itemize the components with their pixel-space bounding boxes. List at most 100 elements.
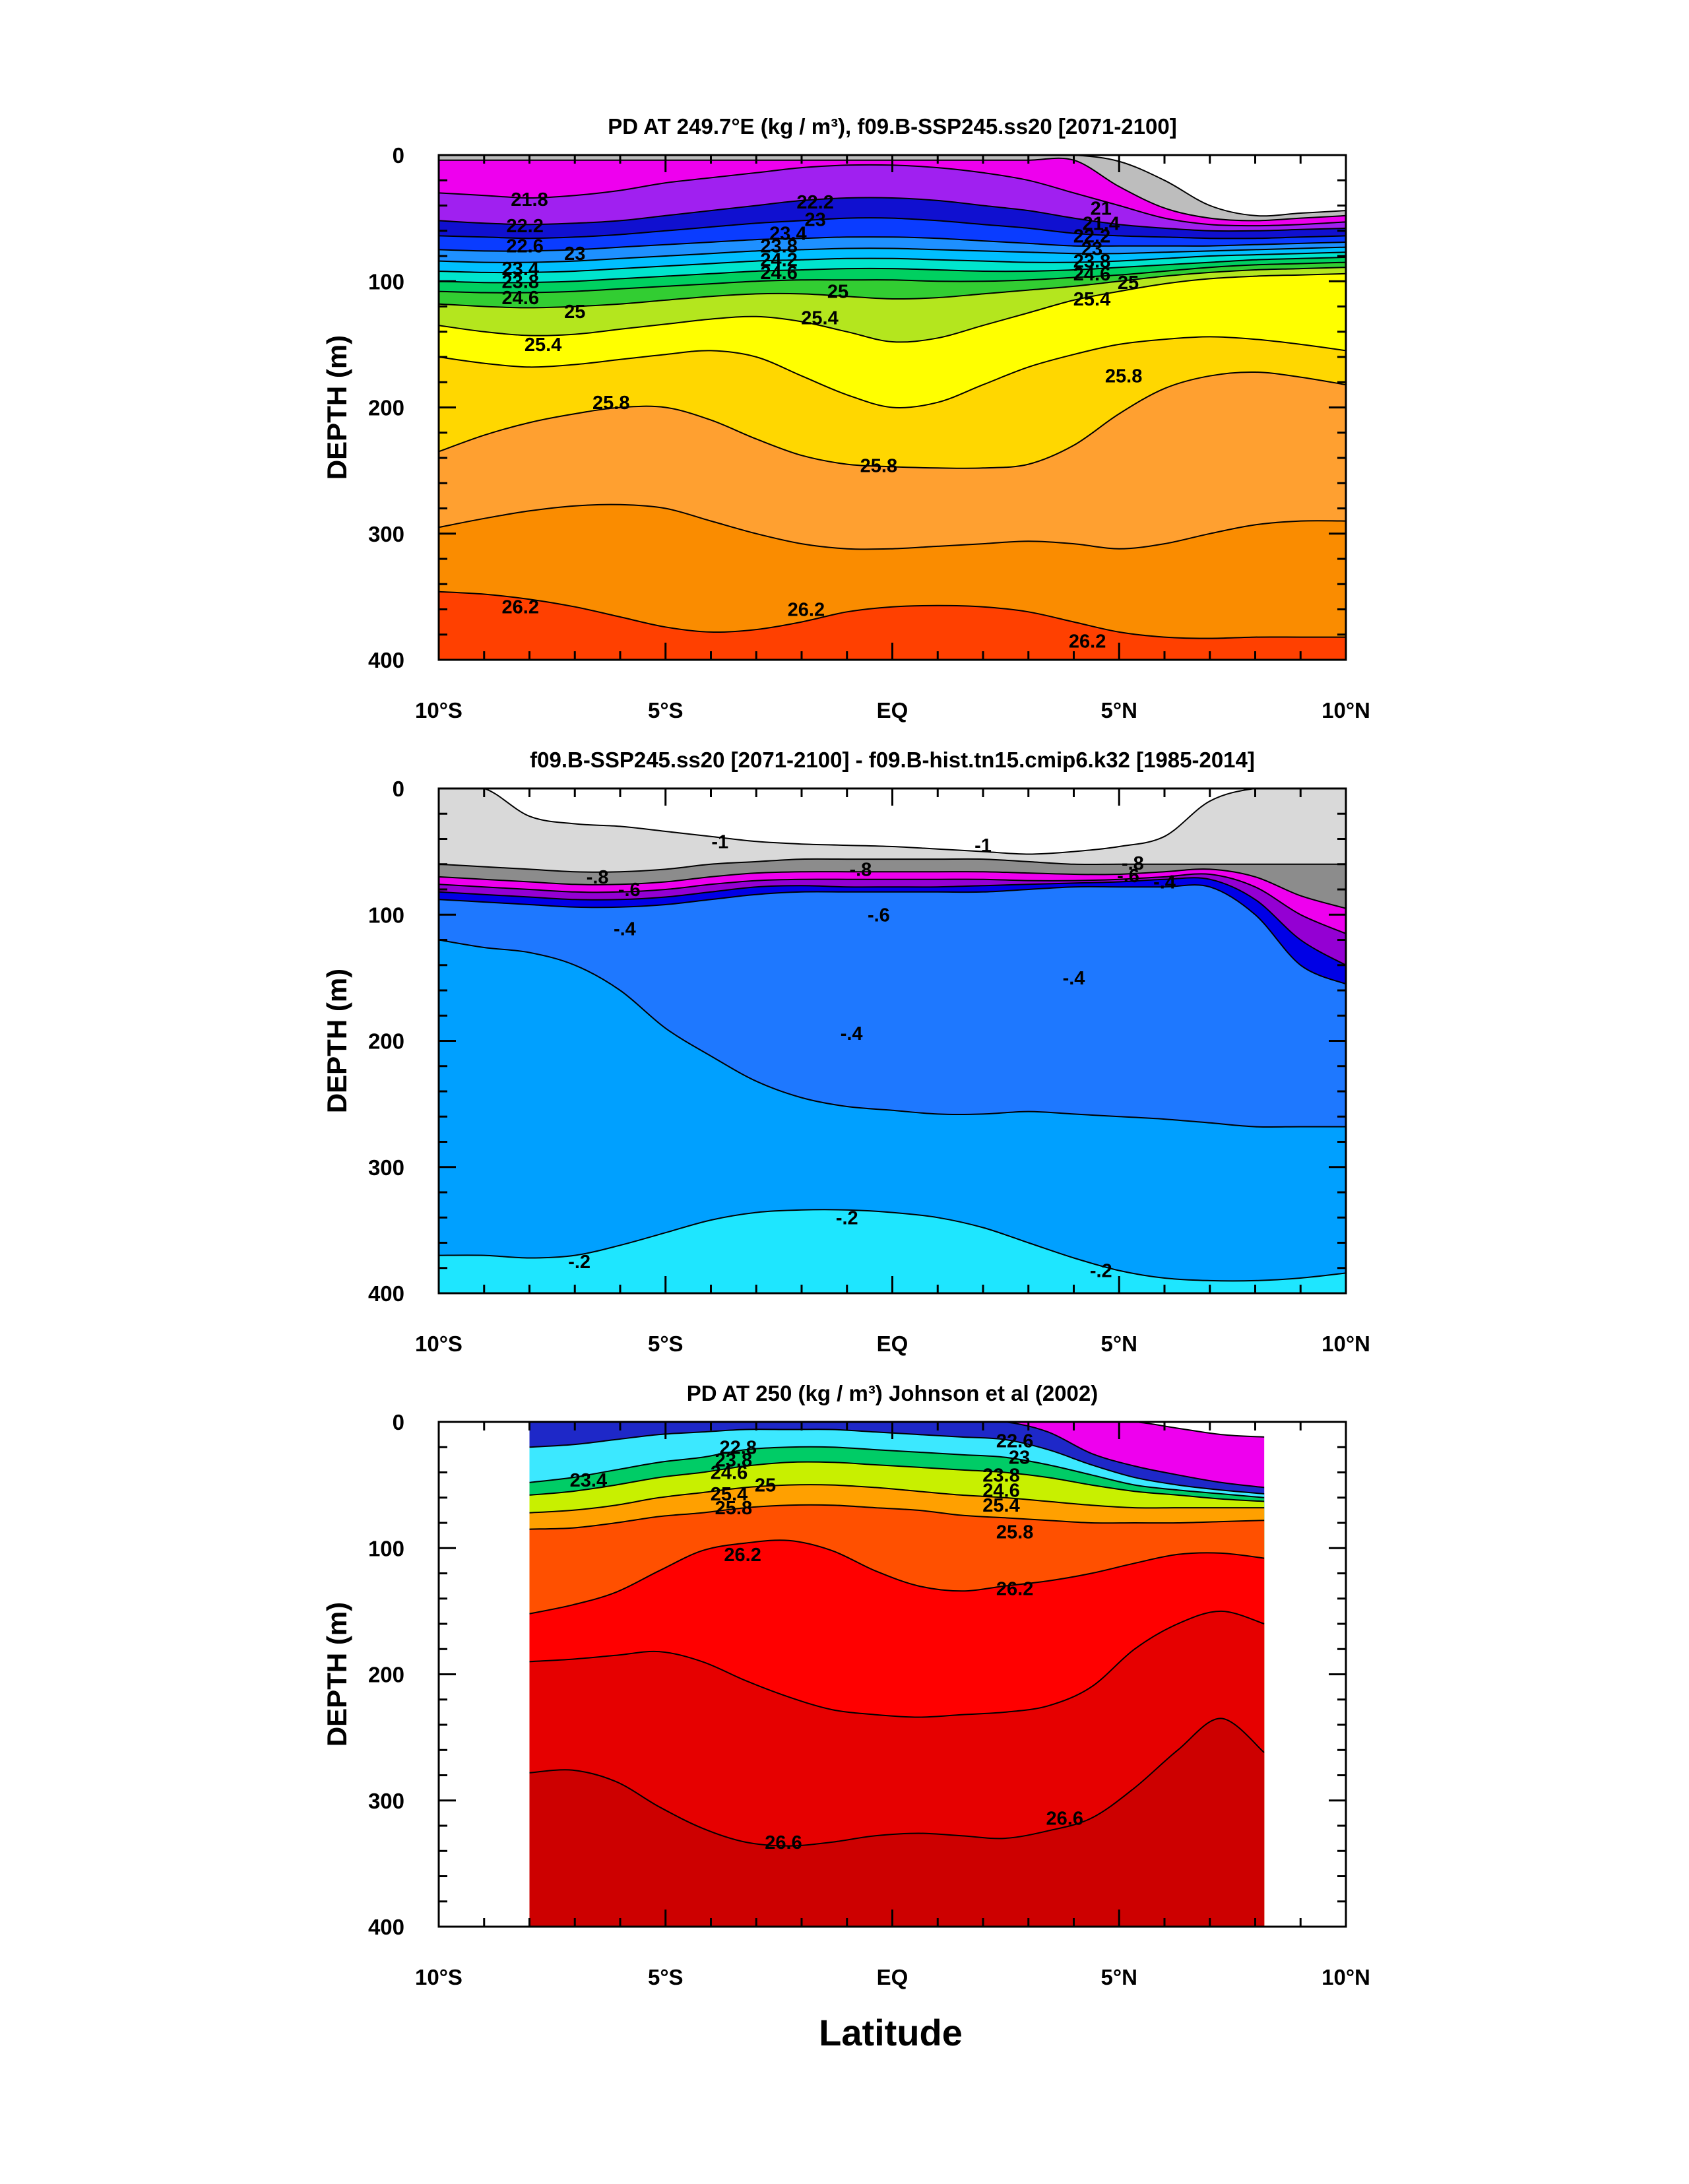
contour-band-14 — [439, 504, 1346, 660]
contour-label: -.4 — [614, 918, 636, 940]
contour-band-9 — [529, 1718, 1265, 1927]
contour-line-10 — [439, 267, 1346, 309]
contour-line-5 — [439, 236, 1346, 252]
contour-label: 22.6 — [996, 1431, 1033, 1452]
x-tick-label: 5°S — [648, 1332, 684, 1356]
contour-line-9 — [529, 1718, 1265, 1847]
contour-field — [439, 788, 1346, 1293]
contour-labels: 21.822.222.6 2323.423.824.62525.425.825.8… — [502, 189, 1143, 652]
contour-label: 21.8 — [511, 189, 548, 210]
contour-label: -.6 — [618, 880, 641, 901]
y-tick-label: 0 — [393, 777, 404, 801]
contour-label: -.4 — [1153, 872, 1176, 893]
contour-label: 23.4 — [502, 259, 539, 280]
contour-line-4 — [439, 217, 1346, 240]
contour-label: 26.2 — [724, 1545, 761, 1566]
y-ticks: 0 100 200 300 400 — [368, 1410, 1346, 1939]
contour-line-12 — [439, 336, 1346, 408]
contour-line-3 — [439, 868, 1346, 909]
y-tick-label: 100 — [368, 269, 404, 294]
contour-band-8 — [439, 1209, 1346, 1293]
y-tick-label: 0 — [393, 1410, 404, 1434]
contour-line-6 — [439, 884, 1346, 985]
contour-line-13 — [439, 371, 1346, 469]
contour-label: 25 — [564, 302, 585, 323]
contour-label: 25.4 — [1073, 289, 1110, 310]
x-ticks: 10°S 5°S EQ 5°N 10°N — [415, 1422, 1370, 1989]
y-tick-label: 400 — [368, 1281, 404, 1306]
y-tick-label: 200 — [368, 396, 404, 420]
contour-label: 26.2 — [996, 1578, 1033, 1599]
x-tick-label: EQ — [877, 698, 908, 723]
contour-line-8 — [529, 1610, 1265, 1718]
panel-title: f09.B-SSP245.ss20 [2071-2100] - f09.B-hi… — [530, 748, 1255, 772]
x-tick-label: 10°N — [1322, 1332, 1370, 1356]
contour-label: 23.8 — [982, 1465, 1019, 1486]
contour-line-9 — [439, 261, 1346, 294]
contour-label: 25.4 — [525, 335, 561, 356]
x-tick-label: 10°S — [415, 1965, 462, 1989]
contour-label: -.2 — [1090, 1261, 1112, 1282]
panel-middle: -1 -1-.8 -.8 -.8-.6-.6-.6 -.4-.4-.4-.4-.2-.2… — [321, 748, 1370, 1356]
contour-line-6 — [439, 246, 1346, 263]
contour-line-6 — [529, 1504, 1265, 1530]
contour-label: -.8 — [849, 859, 872, 880]
x-tick-label: 5°N — [1101, 1332, 1137, 1356]
y-axis-label: DEPTH (m) — [321, 335, 352, 480]
contour-label: 26.2 — [502, 597, 539, 618]
contour-line-3 — [529, 1446, 1265, 1498]
y-tick-label: 400 — [368, 648, 404, 672]
x-tick-label: 10°N — [1322, 698, 1370, 723]
contour-line-5 — [529, 1484, 1265, 1514]
y-tick-label: 300 — [368, 1155, 404, 1180]
contour-labels: -1 -1-.8 -.8 -.8-.6-.6-.6 -.4-.4-.4-.4-.2-.2… — [568, 831, 1176, 1281]
contour-label: 23.4 — [769, 224, 806, 245]
panel-top: 21.822.222.6 2323.423.824.62525.425.825.8… — [321, 114, 1370, 723]
x-tick-label: 10°S — [415, 1332, 462, 1356]
contour-label: 24.6 — [711, 1463, 748, 1484]
x-tick-label: 5°S — [648, 1965, 684, 1989]
contour-label: 24.6 — [982, 1480, 1019, 1501]
panel-title: PD AT 249.7°E (kg / m³), f09.B-SSP245.ss… — [608, 114, 1176, 139]
x-tick-label: EQ — [877, 1965, 908, 1989]
contour-line-8 — [439, 1209, 1346, 1282]
x-tick-label: 10°S — [415, 698, 462, 723]
contour-label: 22.2 — [796, 192, 833, 213]
contour-label: 22.6 — [506, 236, 543, 257]
x-axis-label: Latitude — [819, 2012, 963, 2053]
contour-label: 26.2 — [1069, 631, 1106, 652]
contour-label: -.4 — [1063, 968, 1085, 989]
contour-label: -1 — [974, 835, 992, 856]
contour-field — [529, 1422, 1265, 1927]
contour-label: 25.8 — [1105, 366, 1142, 387]
contour-label: -.6 — [1117, 866, 1139, 887]
contour-label: 25.8 — [715, 1498, 752, 1519]
contour-line-7 — [529, 1539, 1265, 1615]
contour-line-4 — [529, 1461, 1265, 1502]
x-tick-label: 5°N — [1101, 698, 1137, 723]
contour-label: 24.6 — [502, 288, 539, 309]
contour-label: 25 — [1118, 273, 1139, 294]
y-axis-label: DEPTH (m) — [321, 1602, 352, 1747]
y-tick-label: 200 — [368, 1029, 404, 1054]
contour-label: 24.2 — [760, 250, 797, 271]
contour-label: 25.4 — [801, 308, 838, 329]
contour-label: -.8 — [587, 867, 609, 888]
contour-label: 23.8 — [1073, 251, 1110, 273]
contour-labels: 23.422.823.824.625.4 2525.826.222.62323.8… — [570, 1431, 1083, 1853]
y-tick-label: 300 — [368, 522, 404, 546]
y-tick-label: 0 — [393, 143, 404, 168]
contour-label: 23.8 — [502, 271, 539, 292]
contour-field — [439, 155, 1346, 660]
contour-label: 25.8 — [592, 393, 629, 414]
x-ticks: 10°S 5°S EQ 5°N 10°N — [415, 155, 1370, 723]
contour-label: 26.6 — [1046, 1809, 1083, 1830]
contour-label: 26.6 — [765, 1832, 802, 1853]
contour-label: 25.4 — [711, 1484, 748, 1505]
contour-label: 25 — [755, 1475, 776, 1496]
y-tick-label: 100 — [368, 1536, 404, 1560]
contour-line-11 — [439, 273, 1346, 343]
contour-label: 23 — [1081, 239, 1102, 260]
contour-label: 23 — [1009, 1448, 1030, 1469]
